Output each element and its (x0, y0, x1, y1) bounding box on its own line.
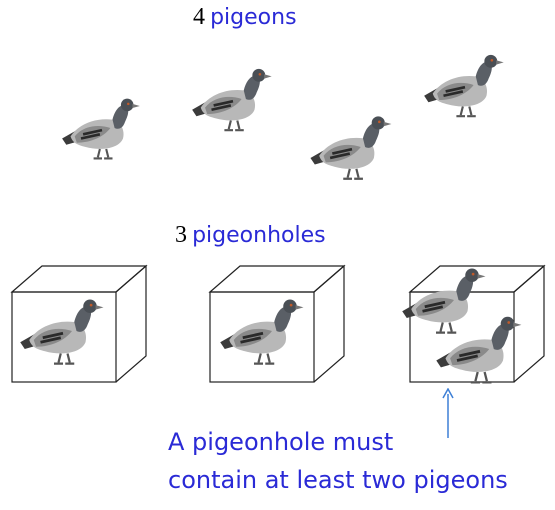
pigeon-icon (434, 312, 526, 386)
pigeon-icon (422, 50, 508, 120)
arrow-up-icon (442, 388, 454, 438)
pigeonhole-box (10, 264, 148, 383)
pigeons-heading: 4 pigeons (193, 4, 297, 31)
pigeon-icon (60, 94, 144, 162)
pigeons-count: 4 (193, 4, 205, 30)
pigeon-icon (308, 112, 396, 182)
pigeonholes-heading: 3 pigeonholes (175, 222, 326, 249)
caption-line-1: A pigeonhole must (168, 428, 394, 456)
pigeon-icon (190, 64, 276, 134)
caption-line-2: contain at least two pigeons (168, 466, 508, 494)
pigeonhole-box (208, 264, 346, 383)
pigeonholes-count: 3 (175, 222, 187, 248)
pigeon-icon (218, 294, 308, 368)
pigeons-label: pigeons (210, 5, 297, 30)
pigeonholes-label: pigeonholes (192, 223, 326, 248)
pigeon-icon (18, 294, 108, 368)
